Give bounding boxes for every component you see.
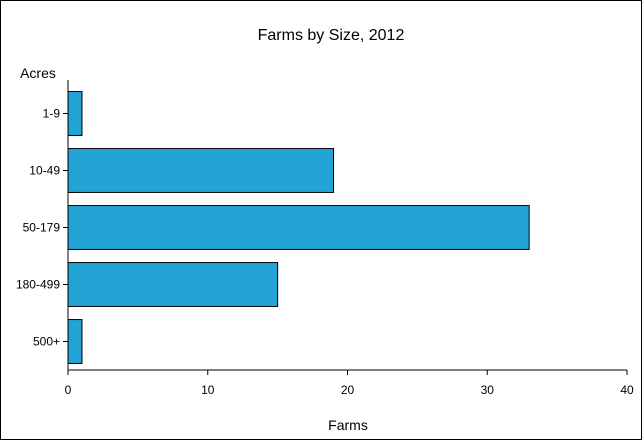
bars-group (67, 91, 530, 364)
x-axis-title: Farms (328, 417, 368, 433)
category-label: 10-49 (29, 164, 60, 178)
category-label: 180-499 (16, 278, 60, 292)
category-labels: 1-9 10-49 50-179 180-499 500+ (16, 107, 68, 349)
bar-180-499 (67, 262, 279, 307)
bar-50-179 (67, 205, 530, 250)
y-axis-title: Acres (20, 65, 56, 81)
category-label: 50-179 (23, 221, 61, 235)
bar-10-49 (67, 148, 335, 193)
category-label: 500+ (33, 335, 60, 349)
x-tick-label: 40 (620, 383, 634, 397)
x-tick-label: 30 (481, 383, 495, 397)
bar-500+ (67, 319, 83, 364)
category-label: 1-9 (43, 107, 61, 121)
chart-title: Farms by Size, 2012 (258, 27, 405, 44)
x-tick-label: 10 (201, 383, 215, 397)
x-tick-label: 20 (341, 383, 355, 397)
x-axis-ticks: 0 10 20 30 40 (65, 370, 634, 397)
bar-1-9 (67, 91, 83, 136)
x-tick-label: 0 (65, 383, 72, 397)
